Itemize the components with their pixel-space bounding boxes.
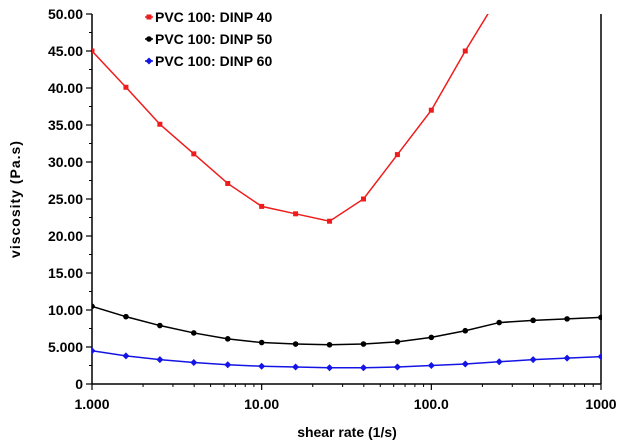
data-point-diamond [224, 361, 232, 369]
data-point-circle [92, 303, 95, 310]
data-point-diamond [258, 362, 266, 370]
x-tick-label: 10.00 [244, 396, 279, 412]
data-point-diamond [461, 360, 469, 368]
legend-item: PVC 100: DINP 60 [145, 53, 272, 69]
y-tick-label: 45.00 [48, 43, 83, 59]
data-point-square [123, 84, 129, 90]
data-point-circle [428, 334, 435, 341]
y-ticks: 0 5.000 10.00 15.00 20.00 25.00 30.00 35.00 40.0… [48, 6, 92, 392]
data-point-circle [496, 319, 503, 326]
x-tick-label: 1000 [585, 396, 616, 412]
data-point-square [360, 196, 366, 202]
data-point-diamond [92, 347, 96, 355]
legend-item: PVC 100: DINP 50 [145, 31, 272, 47]
series-1 [92, 14, 489, 224]
data-point-circle [394, 339, 401, 345]
data-point-square [394, 152, 400, 158]
data-point-diamond [190, 359, 198, 367]
data-point-diamond [156, 356, 164, 364]
data-point-diamond [427, 362, 435, 369]
data-point-circle [258, 339, 265, 346]
data-point-diamond [563, 354, 571, 362]
data-point-circle [157, 322, 163, 329]
data-point-circle [292, 341, 299, 347]
data-point-square [146, 14, 152, 20]
legend-item: PVC 100: DINP 40 [145, 9, 272, 25]
series-line [92, 305, 602, 346]
data-point-square [259, 203, 265, 209]
data-point-diamond [145, 57, 153, 65]
y-axis-label: viscosity (Pa.s) [7, 140, 23, 258]
data-point-square [462, 48, 468, 54]
data-point-square [157, 121, 163, 127]
y-tick-label: 20.00 [48, 228, 83, 244]
x-tick-label: 100.0 [414, 396, 449, 412]
x-axis-label: shear rate (1/s) [297, 424, 397, 440]
data-point-diamond [292, 363, 300, 371]
y-tick-label: 50.00 [48, 6, 83, 22]
y-tick-label: 15.00 [48, 265, 83, 281]
data-point-diamond [326, 364, 334, 372]
data-point-diamond [122, 352, 130, 360]
data-point-square [428, 107, 434, 113]
y-tick-label: 0 [75, 376, 83, 392]
data-point-circle [326, 341, 333, 348]
legend: PVC 100: DINP 40 PVC 100: DINP 50 PVC 100:… [145, 9, 272, 69]
data-point-square [293, 211, 299, 217]
y-tick-label: 40.00 [48, 80, 83, 96]
legend-label: PVC 100: DINP 50 [155, 31, 272, 47]
y-tick-label: 5.000 [48, 339, 83, 355]
data-point-diamond [393, 363, 401, 371]
series-layer [92, 14, 602, 372]
data-point-square [92, 48, 95, 54]
data-point-square [225, 180, 231, 186]
series-3 [92, 347, 602, 372]
data-point-circle [123, 313, 129, 320]
plot-axes [91, 14, 602, 385]
data-point-diamond [359, 364, 367, 372]
y-tick-label: 35.00 [48, 117, 83, 133]
data-point-circle [360, 341, 367, 347]
data-point-circle [146, 36, 152, 42]
data-point-circle [462, 327, 469, 334]
data-point-circle [224, 336, 231, 342]
y-tick-label: 30.00 [48, 154, 83, 170]
data-point-diamond [495, 358, 503, 366]
y-tick-label: 25.00 [48, 191, 83, 207]
y-tick-label: 10.00 [48, 302, 83, 318]
legend-label: PVC 100: DINP 60 [155, 53, 272, 69]
x-tick-label: 1.000 [74, 396, 109, 412]
legend-label: PVC 100: DINP 40 [155, 9, 272, 25]
series-2 [92, 303, 602, 348]
data-point-circle [598, 314, 602, 321]
series-line [92, 349, 602, 369]
data-point-circle [530, 317, 536, 324]
data-point-diamond [597, 353, 602, 361]
data-point-circle [190, 330, 197, 336]
x-ticks: 1.000 10.00 100.0 1000 [74, 384, 617, 412]
data-point-square [327, 218, 333, 224]
series-line [92, 14, 489, 222]
data-point-diamond [529, 356, 537, 364]
data-point-square [191, 151, 197, 157]
data-point-circle [564, 316, 570, 322]
